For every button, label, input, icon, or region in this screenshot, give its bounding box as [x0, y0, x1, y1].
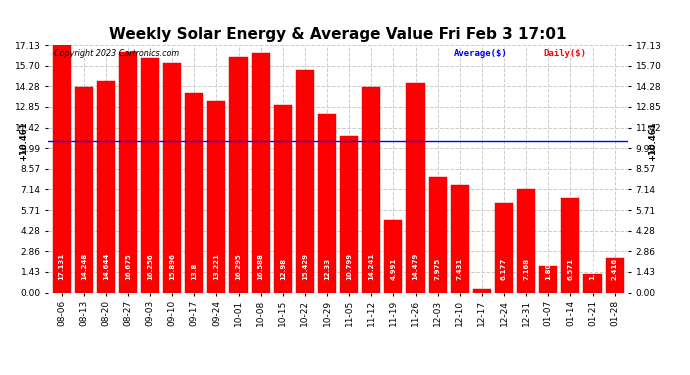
- Bar: [362, 87, 380, 292]
- Text: 15.429: 15.429: [302, 253, 308, 280]
- Bar: [208, 102, 226, 292]
- Text: 6.571: 6.571: [567, 258, 573, 280]
- Bar: [517, 189, 535, 292]
- Text: +10.461: +10.461: [19, 122, 28, 161]
- Text: 15.896: 15.896: [169, 253, 175, 280]
- Bar: [52, 45, 70, 292]
- Bar: [230, 57, 248, 292]
- Text: 13.221: 13.221: [213, 253, 219, 280]
- Text: 12.33: 12.33: [324, 258, 330, 280]
- Text: 1.806: 1.806: [545, 258, 551, 280]
- Text: 4.991: 4.991: [391, 258, 397, 280]
- Bar: [340, 136, 358, 292]
- Text: Copyright 2023 Cartronics.com: Copyright 2023 Cartronics.com: [54, 49, 179, 58]
- Text: 7.168: 7.168: [523, 258, 529, 280]
- Text: 13.8: 13.8: [191, 263, 197, 280]
- Text: 6.177: 6.177: [501, 258, 507, 280]
- Text: 17.131: 17.131: [59, 253, 65, 280]
- Text: Daily($): Daily($): [544, 49, 587, 58]
- Bar: [252, 53, 270, 292]
- Bar: [296, 70, 314, 292]
- Bar: [428, 177, 446, 292]
- Bar: [141, 58, 159, 292]
- Text: +10.461: +10.461: [648, 122, 657, 161]
- Bar: [451, 185, 469, 292]
- Title: Weekly Solar Energy & Average Value Fri Feb 3 17:01: Weekly Solar Energy & Average Value Fri …: [109, 27, 567, 42]
- Text: 2.416: 2.416: [611, 258, 618, 280]
- Text: 16.588: 16.588: [257, 253, 264, 280]
- Bar: [561, 198, 580, 292]
- Bar: [97, 81, 115, 292]
- Bar: [406, 83, 424, 292]
- Bar: [384, 220, 402, 292]
- Text: 16.675: 16.675: [125, 254, 131, 280]
- Bar: [119, 52, 137, 292]
- Text: 16.256: 16.256: [147, 254, 153, 280]
- Bar: [495, 203, 513, 292]
- Text: 12.98: 12.98: [279, 258, 286, 280]
- Bar: [75, 87, 92, 292]
- Text: 1.293: 1.293: [589, 258, 595, 280]
- Text: 10.799: 10.799: [346, 253, 352, 280]
- Text: Average($): Average($): [454, 49, 508, 58]
- Text: 14.644: 14.644: [103, 253, 109, 280]
- Text: 14.241: 14.241: [368, 253, 374, 280]
- Bar: [318, 114, 336, 292]
- Text: 7.975: 7.975: [435, 258, 441, 280]
- Text: 14.248: 14.248: [81, 253, 87, 280]
- Bar: [539, 266, 558, 292]
- Bar: [584, 274, 602, 292]
- Text: 7.431: 7.431: [457, 258, 463, 280]
- Text: 14.479: 14.479: [413, 253, 419, 280]
- Bar: [274, 105, 292, 292]
- Bar: [185, 93, 204, 292]
- Bar: [163, 63, 181, 292]
- Text: 16.295: 16.295: [235, 254, 242, 280]
- Bar: [606, 258, 624, 292]
- Bar: [473, 289, 491, 292]
